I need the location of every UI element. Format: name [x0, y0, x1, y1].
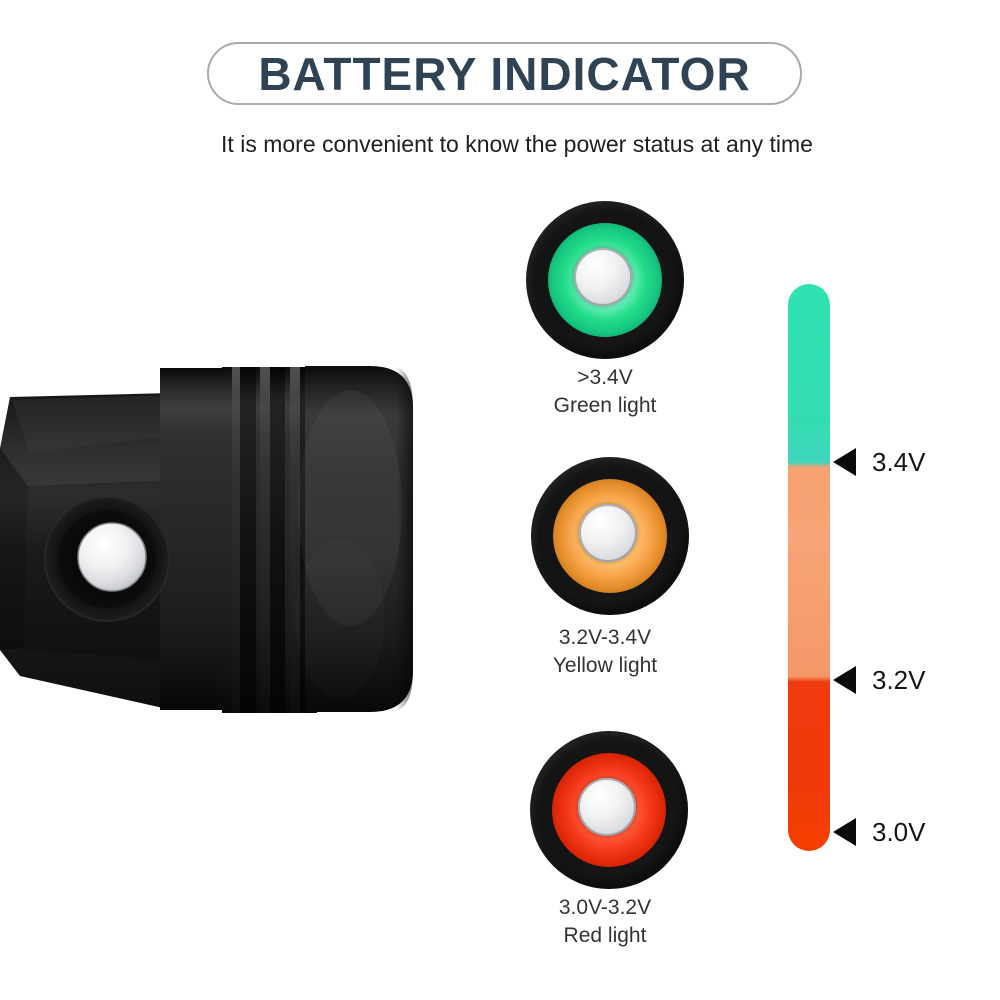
metal-button-icon	[77, 522, 147, 592]
light-color-label: Yellow light	[552, 654, 658, 677]
scale-marker-3-4v: 3.4V	[833, 446, 926, 477]
arrow-left-icon	[833, 666, 856, 694]
scale-marker-3-0v: 3.0V	[833, 816, 926, 847]
metal-button-icon	[579, 504, 637, 562]
marker-value-label: 3.0V	[872, 816, 926, 847]
subtitle-text: It is more convenient to know the power …	[221, 131, 813, 157]
voltage-range-label: 3.0V-3.2V	[558, 896, 652, 919]
metal-button-icon	[574, 248, 632, 306]
voltage-range-label: >3.4V	[577, 366, 633, 389]
side-switch-button	[44, 496, 170, 622]
metal-button-icon	[578, 778, 636, 836]
light-color-label: Green light	[553, 394, 657, 417]
red-caption: 3.0V-3.2V Red light	[455, 894, 755, 950]
yellow-caption: 3.2V-3.4V Yellow light	[455, 624, 755, 680]
indicator-yellow-light	[531, 457, 689, 615]
title-banner: BATTERY INDICATOR	[207, 42, 802, 105]
voltage-range-label: 3.2V-3.4V	[558, 626, 652, 649]
scale-marker-3-2v: 3.2V	[833, 664, 926, 695]
arrow-left-icon	[833, 818, 856, 846]
marker-value-label: 3.4V	[872, 446, 926, 477]
green-caption: >3.4V Green light	[455, 364, 755, 420]
arrow-left-icon	[833, 448, 856, 476]
indicator-red-light	[530, 731, 688, 889]
battery-level-bar	[788, 284, 830, 851]
light-color-label: Red light	[563, 924, 647, 947]
page-title: BATTERY INDICATOR	[258, 47, 751, 100]
flashlight-head	[298, 366, 413, 712]
indicator-green-light	[526, 201, 684, 359]
marker-value-label: 3.2V	[872, 664, 926, 695]
flashlight-image	[0, 366, 413, 713]
